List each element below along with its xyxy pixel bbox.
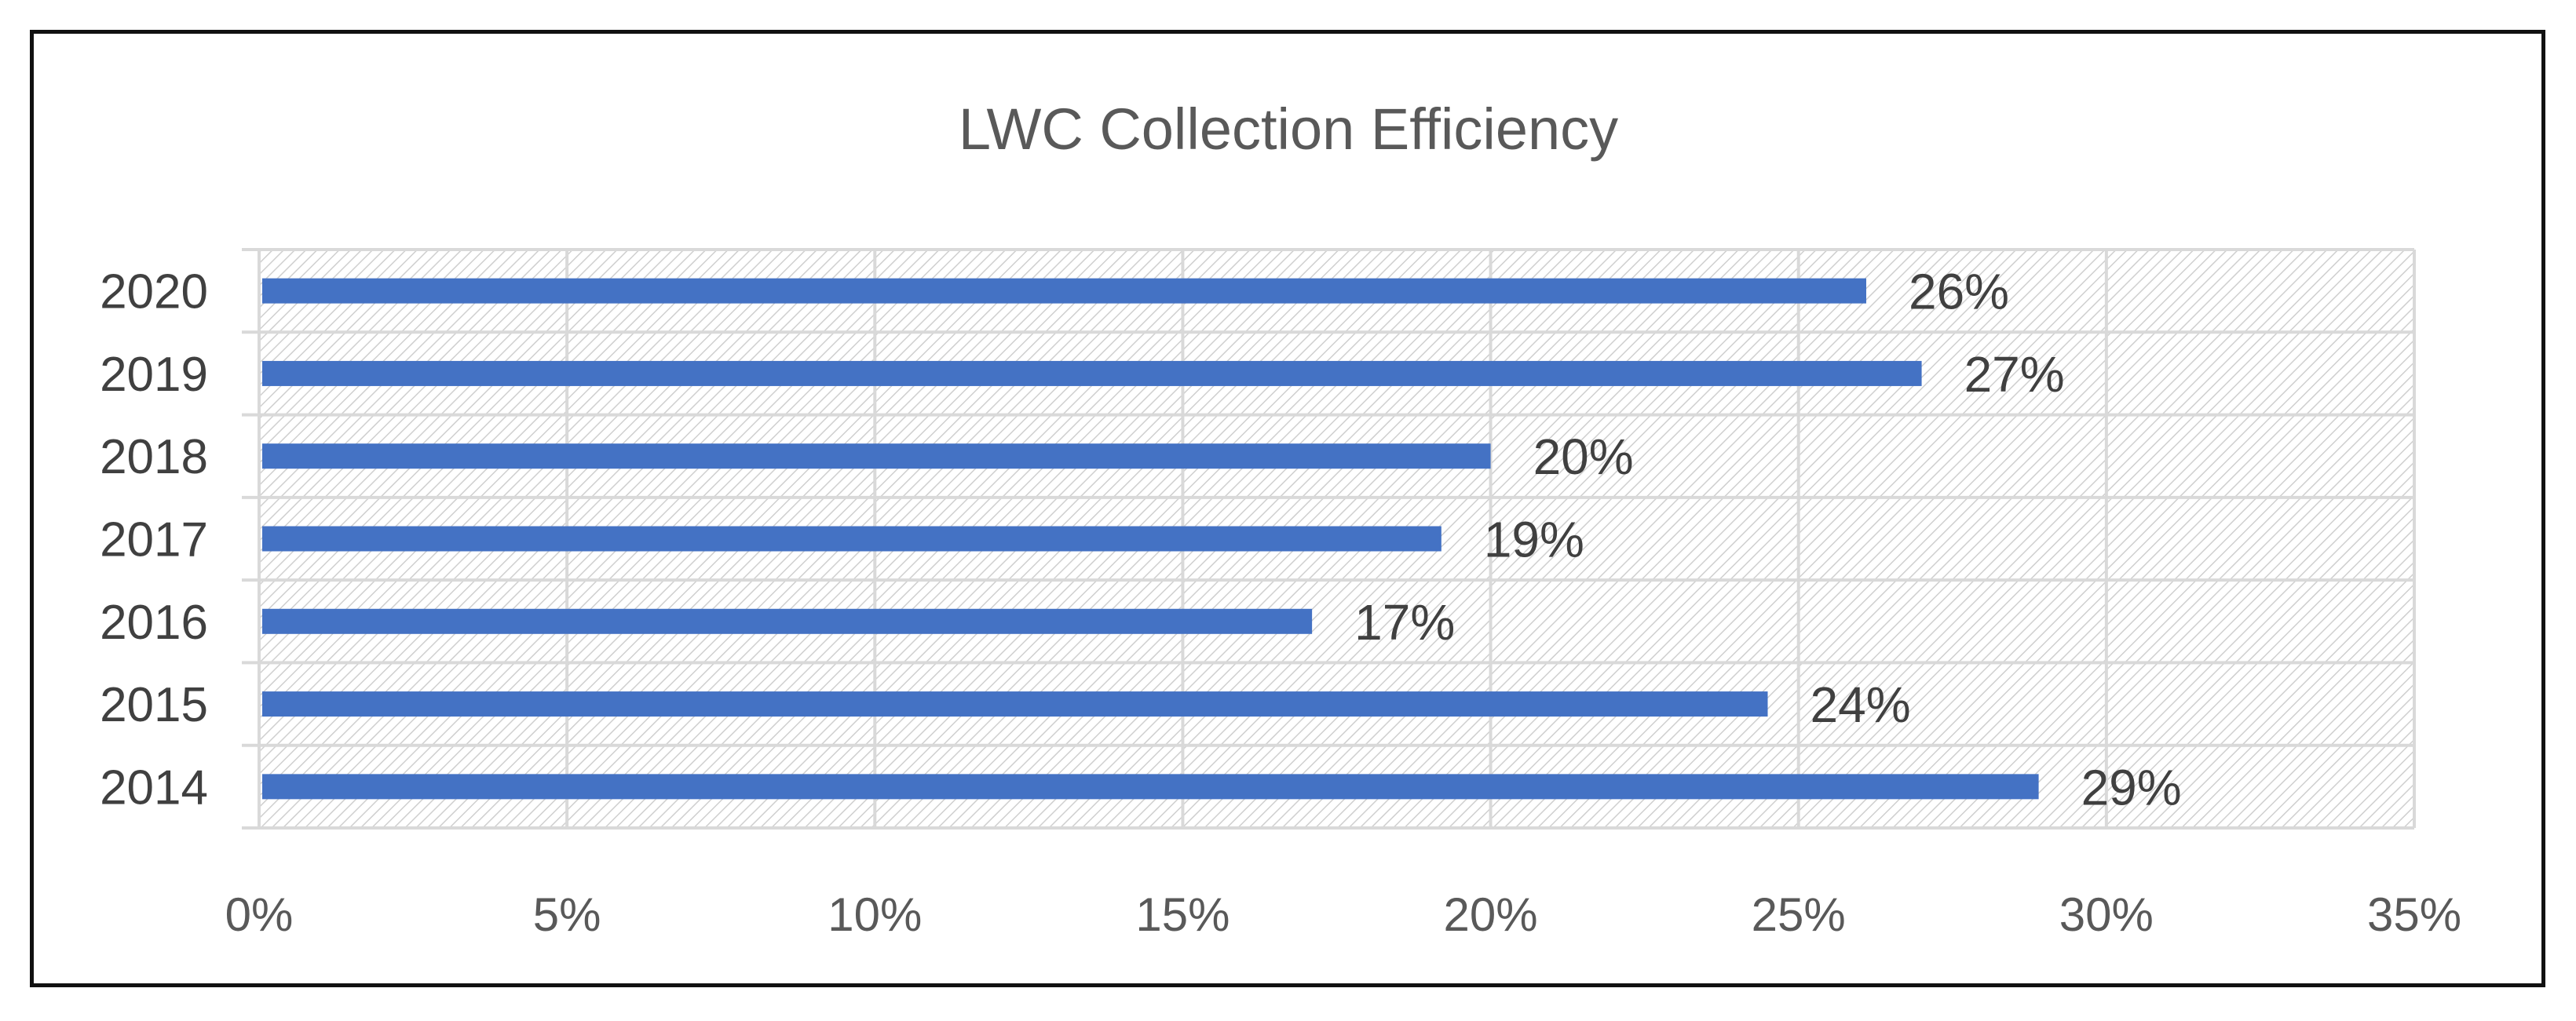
bar-2014: [262, 774, 2039, 800]
bar-2017: [262, 526, 1441, 552]
data-labels: 26% 27% 20% 19% 17% 24% 29%: [1354, 264, 2182, 816]
data-label-2016: 17%: [1354, 594, 1455, 651]
data-label-2014: 29%: [2081, 759, 2182, 815]
bar-2015: [262, 691, 1768, 717]
x-tick-label: 15%: [1135, 888, 1230, 941]
bar-2020: [262, 278, 1866, 304]
data-label-2015: 24%: [1811, 676, 1911, 733]
x-axis-ticks: 0% 5% 10% 15% 20% 25% 30% 35%: [225, 888, 2461, 941]
grid-lines: [242, 248, 2416, 830]
data-label-2018: 20%: [1533, 428, 1634, 485]
bars: [262, 278, 2039, 800]
chart-title: LWC Collection Efficiency: [959, 97, 1618, 162]
y-tick-label-2014: 2014: [100, 760, 208, 815]
y-tick-label-2019: 2019: [100, 348, 208, 402]
x-tick-label: 35%: [2367, 888, 2461, 941]
x-tick-label: 10%: [828, 888, 922, 941]
x-tick-label: 20%: [1444, 888, 1538, 941]
bar-2018: [262, 443, 1491, 469]
x-tick-label: 5%: [533, 888, 601, 941]
y-axis-ticks: 2020 2019 2018 2017 2016 2015 2014: [100, 265, 208, 815]
y-tick-label-2017: 2017: [100, 513, 208, 567]
x-tick-label: 0%: [225, 888, 294, 941]
y-tick-label-2015: 2015: [100, 678, 208, 732]
data-label-2017: 19%: [1484, 512, 1584, 568]
y-tick-label-2016: 2016: [100, 596, 208, 650]
y-tick-label-2020: 2020: [100, 265, 208, 319]
x-tick-label: 30%: [2059, 888, 2154, 941]
y-tick-label-2018: 2018: [100, 430, 208, 484]
bar-2019: [262, 360, 1922, 386]
bar-2016: [262, 608, 1313, 634]
data-label-2020: 26%: [1909, 264, 2009, 320]
x-tick-label: 25%: [1752, 888, 1846, 941]
data-label-2019: 27%: [1964, 346, 2065, 403]
